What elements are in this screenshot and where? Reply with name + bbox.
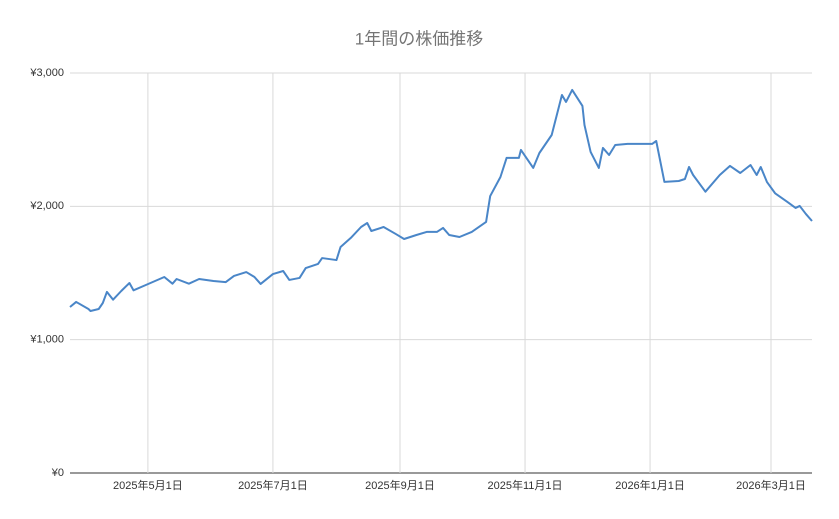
y-tick-label: ¥0	[51, 467, 64, 479]
x-tick-label: 2026年3月1日	[736, 478, 806, 492]
y-tick-label: ¥3,000	[29, 67, 64, 79]
price-line	[69, 88, 813, 312]
x-tick-label: 2025年5月1日	[113, 478, 183, 492]
x-tick-label: 2025年11月1日	[488, 478, 563, 492]
chart-title: 1年間の株価推移	[355, 29, 483, 48]
x-tick-label: 2025年7月1日	[238, 478, 308, 492]
x-tick-label: 2025年9月1日	[365, 478, 435, 492]
x-tick-label: 2026年1月1日	[615, 478, 685, 492]
y-tick-label: ¥1,000	[29, 334, 64, 346]
y-tick-label: ¥2,000	[29, 200, 64, 212]
